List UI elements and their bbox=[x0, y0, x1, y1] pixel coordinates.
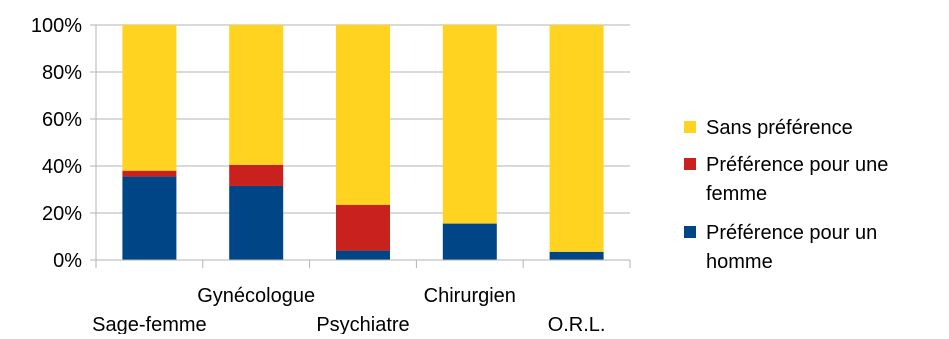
legend-label: homme bbox=[706, 251, 773, 273]
legend: Sans préférence Préférence pour une femme P… bbox=[684, 117, 888, 273]
x-tick-label: O.R.L. bbox=[548, 314, 606, 334]
legend-label: femme bbox=[706, 183, 767, 205]
bar-segment bbox=[549, 25, 604, 252]
legend-label: Préférence pour une bbox=[706, 154, 888, 176]
bar-segment bbox=[122, 170, 177, 177]
x-tick-label: Chirurgien bbox=[424, 285, 516, 307]
x-tick-label: Psychiatre bbox=[316, 314, 409, 334]
x-tick-label: Sage-femme bbox=[92, 314, 207, 334]
legend-swatch bbox=[684, 121, 696, 133]
axes bbox=[90, 25, 631, 268]
bar-segment bbox=[336, 204, 390, 251]
y-tick-label: 40% bbox=[42, 156, 82, 178]
bar-segment bbox=[229, 185, 284, 260]
bars bbox=[122, 25, 604, 260]
y-tick-label: 100% bbox=[31, 15, 82, 37]
legend-swatch bbox=[684, 158, 696, 170]
bar-segment bbox=[549, 251, 604, 260]
y-tick-label: 20% bbox=[42, 203, 82, 225]
y-tick-label: 60% bbox=[42, 109, 82, 131]
bar-segment bbox=[229, 25, 284, 165]
bar-segment bbox=[442, 223, 497, 260]
legend-swatch bbox=[684, 226, 696, 238]
legend-label: Sans préférence bbox=[706, 117, 853, 139]
legend-label: Préférence pour un bbox=[706, 222, 877, 244]
bar-segment bbox=[336, 250, 390, 260]
tick-labels: 0% 20% 40% 60% 80% 100% Sage-femme GynécologueP… bbox=[31, 15, 606, 336]
x-tick-label: Gynécologue bbox=[197, 285, 315, 307]
bar-segment bbox=[336, 25, 390, 205]
bar-segment bbox=[122, 25, 177, 171]
bar-segment bbox=[229, 164, 284, 186]
y-tick-label: 80% bbox=[42, 62, 82, 84]
y-tick-label: 0% bbox=[53, 250, 82, 272]
bar-segment bbox=[442, 25, 497, 224]
bar-segment bbox=[122, 176, 177, 260]
